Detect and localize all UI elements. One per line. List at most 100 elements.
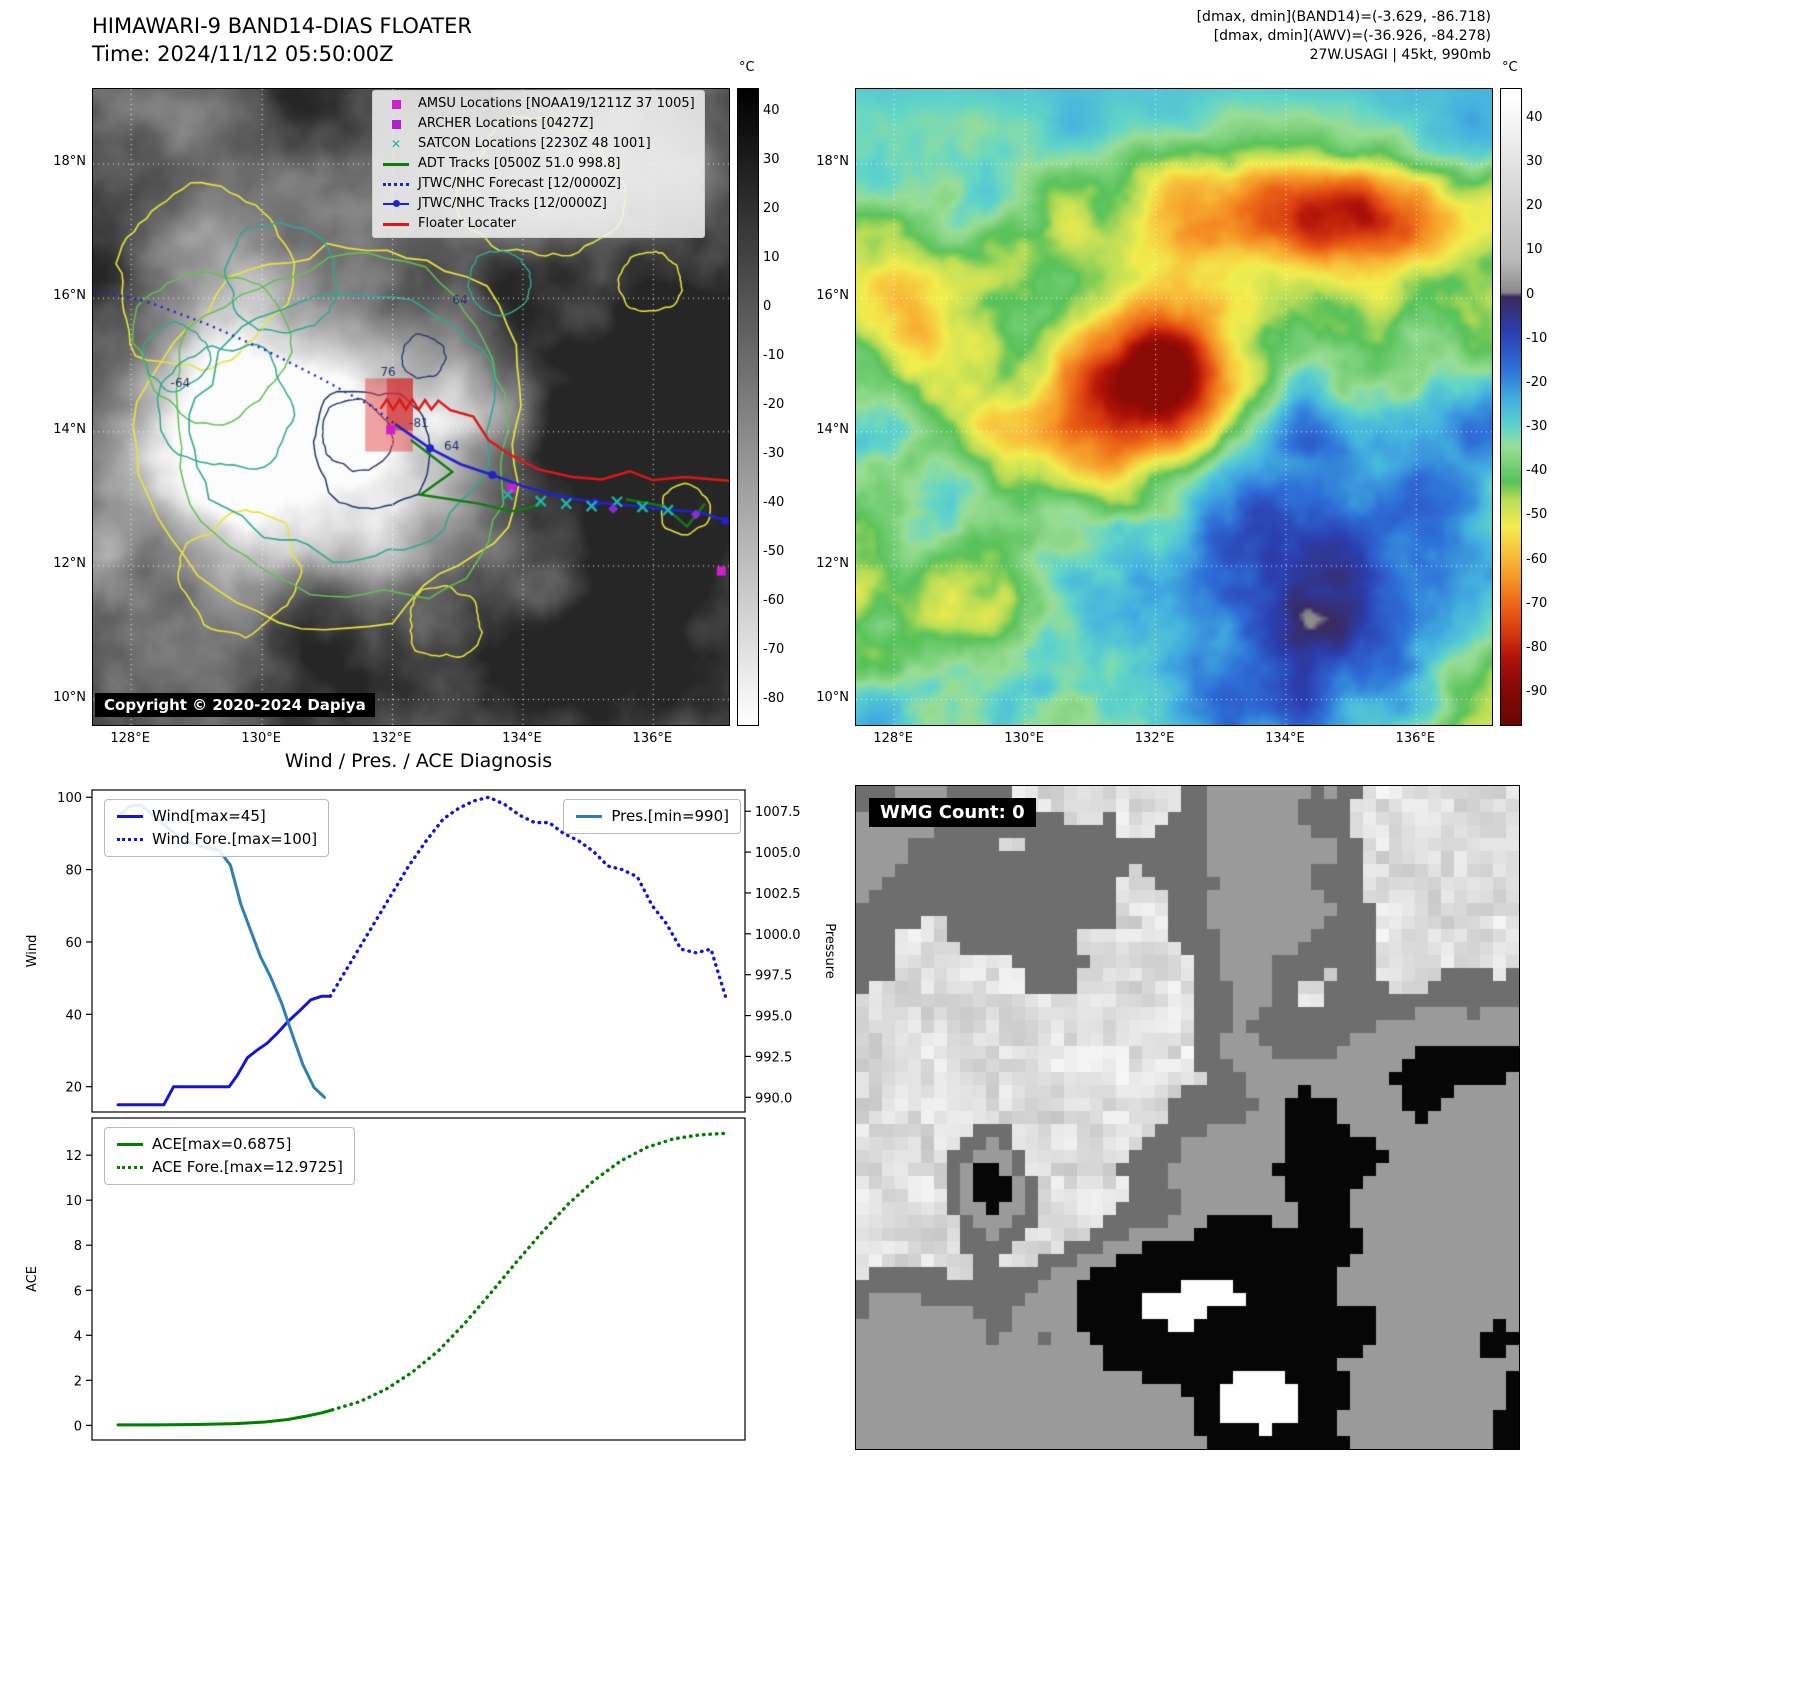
wind-legend: Wind[max=45] Wind Fore.[max=100] (104, 799, 330, 857)
colorbar-tick-label: 0 (763, 299, 772, 315)
axis-tick-label: 10°N (53, 689, 86, 705)
legend-marker-icon (116, 815, 144, 818)
colorbar-tick-label: 10 (763, 250, 780, 266)
y-axis-label: ACE (25, 1266, 40, 1292)
ace-legend: ACE[max=0.6875] ACE Fore.[max=12.9725] (104, 1127, 355, 1185)
band14-subtitle: Time: 2024/11/12 05:50:00Z (92, 42, 394, 66)
legend-item: Floater Locater (382, 214, 695, 234)
series-ACE (116, 1408, 334, 1427)
colorbar-tick-label: 30 (1526, 154, 1543, 170)
axis-tick-label: 18°N (816, 154, 849, 170)
axis-tick-label: 134°E (1265, 731, 1305, 746)
legend-item-label: Floater Locater (418, 216, 517, 231)
axis-tick-label: 130°E (241, 731, 281, 746)
axis-tick-label: 1007.5 (755, 805, 801, 820)
axis-tick-label: 128°E (110, 731, 150, 746)
axis-tick-label: 136°E (632, 731, 673, 746)
colorbar-tick-label: -20 (1526, 374, 1548, 390)
series-Wind (116, 994, 332, 1107)
legend-marker-icon: ✕ (390, 137, 402, 151)
axis-tick-label: 990.0 (755, 1091, 792, 1106)
legend-item-label: JTWC/NHC Tracks [12/0000Z] (418, 196, 607, 211)
legend-item-label: SATCON Locations [2230Z 48 1001] (418, 136, 651, 151)
legend-item-label: ACE Fore.[max=12.9725] (152, 1158, 343, 1176)
axis-tick-label: 997.5 (755, 969, 792, 984)
legend-item: JTWC/NHC Forecast [12/0000Z] (382, 174, 695, 194)
axis-tick-label: 992.5 (755, 1050, 792, 1065)
legend-item: Wind Fore.[max=100] (116, 828, 317, 851)
legend-item-label: ACE[max=0.6875] (152, 1135, 292, 1153)
colorbar-tick-label: 20 (1526, 198, 1543, 214)
colorbar-tick-label: 40 (763, 103, 780, 119)
axis-tick-label: 136°E (1395, 731, 1436, 746)
legend-marker-icon (116, 838, 144, 841)
band14-title: HIMAWARI-9 BAND14-DIAS FLOATER (92, 14, 472, 38)
pressure-legend: Pres.[min=990] (563, 799, 741, 834)
copyright-label: Copyright © 2020-2024 Dapiya (95, 693, 375, 717)
colorbar-tick-label: 0 (1526, 286, 1535, 302)
band14-colorbar (737, 88, 759, 726)
legend-item: ✕ SATCON Locations [2230Z 48 1001] (382, 134, 695, 154)
axis-tick-label: 4 (74, 1329, 82, 1344)
legend-item-label: Pres.[min=990] (611, 807, 729, 825)
legend-marker-icon (116, 1166, 144, 1169)
axis-tick-label: 8 (74, 1239, 82, 1254)
band14-title-block: HIMAWARI-9 BAND14-DIAS FLOATER Time: 202… (92, 12, 472, 68)
axis-tick-label: 80 (65, 864, 82, 879)
legend-item: ADT Tracks [0500Z 51.0 998.8] (382, 154, 695, 174)
legend-marker-icon (382, 222, 410, 226)
axis-tick-label: 40 (65, 1008, 82, 1023)
axis-tick-label: 6 (74, 1284, 82, 1299)
colorbar-tick-label: -90 (1526, 684, 1548, 700)
legend-item-label: ARCHER Locations [0427Z] (418, 116, 594, 131)
colorbar-tick-label: -50 (763, 543, 785, 559)
colorbar-tick-label: 40 (1526, 109, 1543, 125)
colorbar-tick-label: -30 (763, 445, 785, 461)
axis-tick-label: 1002.5 (755, 887, 801, 902)
colorbar-tick-label: -20 (763, 397, 785, 412)
axis-tick-label: 1000.0 (755, 928, 801, 943)
y-axis-label: Wind (25, 935, 40, 968)
colorbar-tick-label: 20 (763, 201, 780, 217)
legend-item: Pres.[min=990] (575, 805, 729, 828)
legend-item: ACE[max=0.6875] (116, 1133, 343, 1156)
axis-tick-label: 134°E (502, 731, 542, 746)
awv-header: [dmax, dmin](BAND14)=(-3.629, -86.718) [… (1197, 8, 1491, 65)
legend-marker-icon (382, 200, 410, 207)
axis-tick-label: 2 (74, 1374, 82, 1389)
awv-color-satellite-map (855, 88, 1493, 726)
axis-tick-label: 128°E (873, 731, 913, 746)
axis-tick-label: 12°N (53, 556, 86, 571)
wmg-pixel-map (855, 785, 1520, 1450)
awv-colorbar (1500, 88, 1522, 726)
colorbar-tick-label: -80 (763, 690, 785, 706)
legend-marker-icon (575, 815, 603, 818)
colorbar-tick-label: -40 (763, 494, 785, 510)
axis-tick-label: 16°N (816, 288, 849, 304)
colorbar-tick-label: -40 (1526, 463, 1548, 479)
legend-item-label: Wind Fore.[max=100] (152, 830, 318, 848)
wmg-count-label: WMG Count: 0 (869, 798, 1036, 827)
colorbar-tick-label: -10 (1526, 330, 1548, 346)
axis-tick-label: 60 (65, 936, 82, 951)
storm-id-intensity: 27W.USAGI | 45kt, 990mb (1309, 47, 1491, 63)
axis-tick-label: 18°N (53, 154, 86, 170)
colorbar-tick-label: -80 (1526, 639, 1548, 655)
axis-tick-label: 1005.0 (755, 846, 801, 861)
colorbar-tick-label: -70 (1526, 595, 1548, 611)
legend-item-label: ADT Tracks [0500Z 51.0 998.8] (418, 156, 621, 171)
colorbar-tick-label: -60 (763, 592, 785, 608)
dmax-dmin-band14: [dmax, dmin](BAND14)=(-3.629, -86.718) (1196, 9, 1491, 25)
axis-tick-label: 10 (65, 1194, 82, 1209)
legend-item: JTWC/NHC Tracks [12/0000Z] (382, 194, 695, 214)
axis-tick-label: 100 (57, 791, 82, 806)
legend-item-label: AMSU Locations [NOAA19/1211Z 37 1005] (418, 96, 695, 111)
map-legend: AMSU Locations [NOAA19/1211Z 37 1005] ARC… (372, 90, 705, 238)
legend-marker-icon (382, 162, 410, 166)
axis-tick-label: 14°N (816, 421, 849, 437)
legend-item-label: JTWC/NHC Forecast [12/0000Z] (418, 176, 621, 191)
axis-tick-label: 12°N (816, 556, 849, 571)
series-Wind-Forecast (328, 795, 728, 998)
axis-tick-label: 132°E (371, 731, 412, 746)
